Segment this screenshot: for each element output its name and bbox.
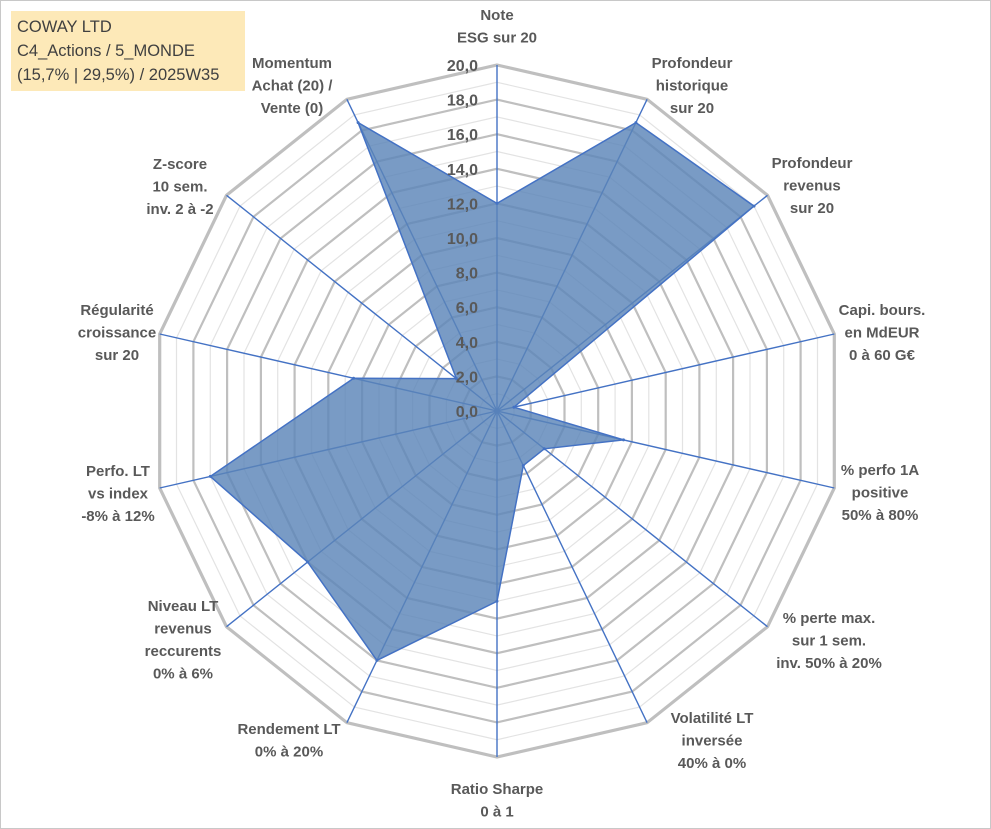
axis-label-2: Profondeur revenus sur 20: [772, 155, 853, 217]
axis-label-line: sur 1 sem.: [792, 633, 866, 650]
company-name: COWAY LTD: [17, 18, 112, 36]
radial-tick-labels: 0,0 2,0 4,0 6,0 8,0 10,0 12,0 14,0 16,0 18,0 20,0: [447, 58, 478, 421]
axis-label-line: Note: [480, 7, 513, 24]
axis-label-line: historique: [656, 78, 729, 95]
axis-label-line: vs index: [88, 486, 149, 503]
axis-labels: Note ESG sur 20 Profondeur historique sur 20…: [78, 7, 926, 821]
axis-label-line: Niveau LT: [148, 598, 219, 615]
data-point-6: [521, 464, 525, 468]
data-point-3: [512, 405, 516, 409]
axis-label-line: reccurents: [145, 643, 222, 660]
title-box: COWAY LTD C4_Actions / 5_MONDE (15,7% | …: [11, 11, 245, 91]
axis-label-line: inv. 50% à 20%: [776, 655, 882, 672]
category-label: C4_Actions / 5_MONDE: [17, 42, 195, 60]
data-point-9: [306, 560, 310, 564]
axis-label-line: positive: [852, 485, 909, 502]
axis-label-line: 10 sem.: [152, 179, 207, 196]
axis-label-6: Volatilité LT inversée 40% à 0%: [671, 710, 754, 772]
axis-label-line: revenus: [154, 621, 212, 638]
axis-label-12: Z-score 10 sem. inv. 2 à -2: [146, 156, 213, 218]
data-point-12: [454, 377, 458, 381]
axis-label-0: Note ESG sur 20: [457, 7, 537, 47]
series-area: [209, 120, 756, 662]
axis-label-line: sur 20: [790, 200, 834, 217]
axis-label-7: Ratio Sharpe 0 à 1: [451, 781, 544, 821]
axis-label-line: croissance: [78, 325, 156, 342]
axis-label-line: ESG sur 20: [457, 30, 537, 47]
axis-label-line: Achat (20) /: [252, 78, 334, 95]
data-point-0: [495, 201, 499, 205]
axis-label-8: Rendement LT 0% à 20%: [237, 721, 340, 761]
axis-label-line: inv. 2 à -2: [146, 201, 213, 218]
axis-label-line: Profondeur: [772, 155, 853, 172]
axis-label-line: 40% à 0%: [678, 755, 746, 772]
axis-label-3: Capi. bours. en MdEUR 0 à 60 G€: [839, 302, 926, 364]
tick-label-4: 8,0: [456, 266, 478, 283]
axis-label-9: Niveau LT revenus reccurents 0% à 6%: [145, 598, 222, 683]
tick-label-8: 16,0: [447, 127, 478, 144]
tick-label-2: 4,0: [456, 335, 478, 352]
axis-label-line: Rendement LT: [237, 721, 340, 738]
data-point-2: [752, 204, 756, 208]
axis-label-line: Z-score: [153, 156, 207, 173]
tick-label-5: 10,0: [447, 231, 478, 248]
axis-label-line: % perfo 1A: [841, 462, 920, 479]
tick-label-10: 20,0: [447, 58, 478, 75]
tick-label-1: 2,0: [456, 369, 478, 386]
data-point-10: [208, 474, 212, 478]
data-point-8: [375, 658, 379, 662]
radar-series: [208, 120, 756, 662]
tick-label-7: 14,0: [447, 162, 478, 179]
axis-label-line: 0 à 60 G€: [849, 347, 916, 364]
tick-label-0: 0,0: [456, 404, 478, 421]
data-point-11: [352, 376, 356, 380]
axis-label-line: Momentum: [252, 55, 332, 72]
axis-label-line: 0 à 1: [480, 804, 513, 821]
axis-label-4: % perfo 1A positive 50% à 80%: [841, 462, 920, 524]
axis-label-line: Profondeur: [652, 55, 733, 72]
axis-label-line: revenus: [783, 178, 841, 195]
axis-label-10: Perfo. LT vs index -8% à 12%: [81, 463, 154, 525]
axis-label-13: Momentum Achat (20) / Vente (0): [252, 55, 334, 117]
axis-label-line: -8% à 12%: [81, 508, 154, 525]
axis-label-5: % perte max. sur 1 sem. inv. 50% à 20%: [776, 610, 882, 672]
data-point-5: [542, 447, 546, 451]
axis-label-line: inversée: [682, 733, 743, 750]
axis-label-line: Volatilité LT: [671, 710, 754, 727]
tick-label-9: 18,0: [447, 93, 478, 110]
axis-label-line: Ratio Sharpe: [451, 781, 544, 798]
axis-label-line: 0% à 20%: [255, 744, 323, 761]
axis-label-line: 50% à 80%: [842, 507, 919, 524]
axis-label-line: sur 20: [95, 347, 139, 364]
stats-label: (15,7% | 29,5%) / 2025W35: [17, 66, 220, 84]
data-point-13: [356, 121, 360, 125]
data-point-7: [495, 599, 499, 603]
axis-label-line: Capi. bours.: [839, 302, 926, 319]
axis-label-line: sur 20: [670, 100, 714, 117]
axis-label-1: Profondeur historique sur 20: [652, 55, 733, 117]
axis-label-line: Vente (0): [261, 100, 324, 117]
axis-label-line: Perfo. LT: [86, 463, 150, 480]
axis-label-line: % perte max.: [783, 610, 876, 627]
tick-label-6: 12,0: [447, 196, 478, 213]
axis-label-11: Régularité croissance sur 20: [78, 302, 156, 364]
spoke-12: [226, 194, 498, 412]
data-point-1: [634, 121, 638, 125]
tick-label-3: 6,0: [456, 300, 478, 317]
spoke-3: [496, 333, 835, 412]
axis-label-line: 0% à 6%: [153, 666, 213, 683]
data-point-4: [622, 438, 625, 442]
axis-label-line: Régularité: [80, 302, 153, 319]
axis-label-line: en MdEUR: [845, 325, 920, 342]
